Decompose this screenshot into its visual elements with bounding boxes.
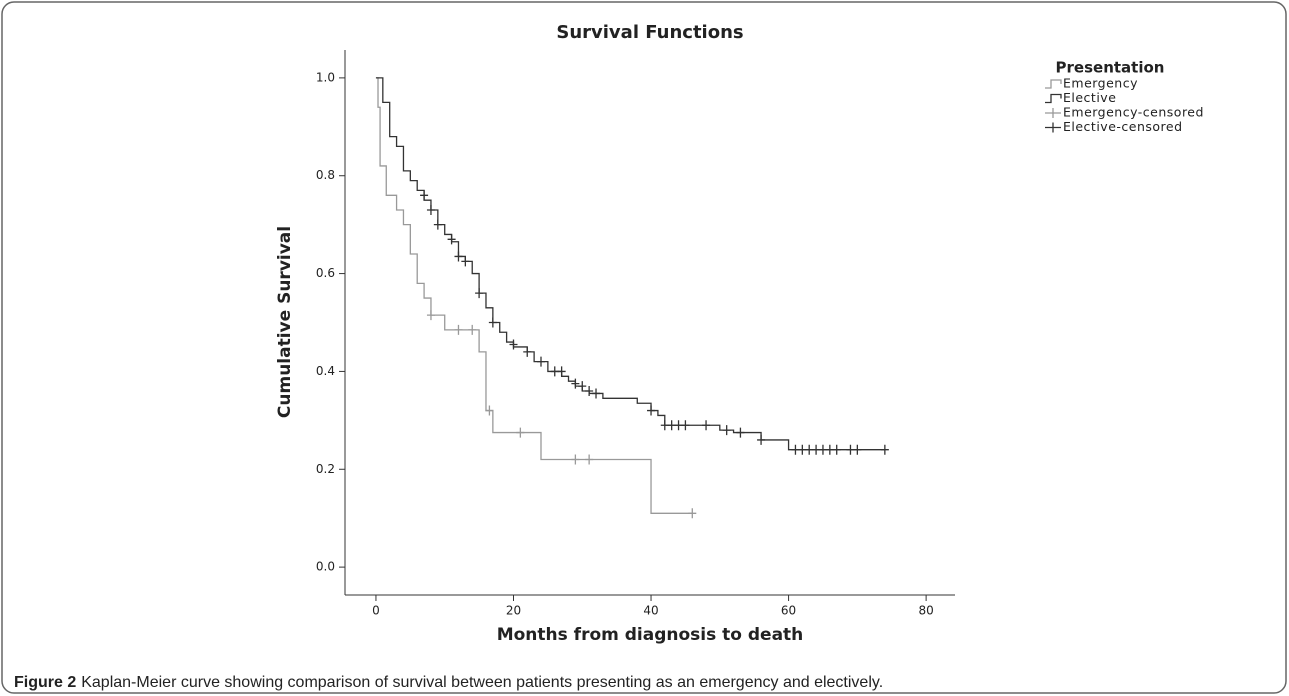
- legend-swatch: [1045, 93, 1062, 104]
- censor-mark: [585, 385, 594, 396]
- y-tick-label: 0.6: [316, 266, 335, 280]
- x-tick-label: 60: [781, 604, 796, 618]
- censor-mark: [426, 310, 435, 321]
- y-tick-label: 0.2: [316, 462, 335, 476]
- censor-mark: [674, 420, 683, 431]
- legend-swatch: [1045, 108, 1061, 118]
- censor-mark: [805, 444, 814, 455]
- censor-mark: [647, 405, 656, 416]
- censor-mark: [585, 454, 594, 465]
- censor-mark: [468, 324, 477, 335]
- censor-mark: [447, 234, 456, 245]
- censor-mark: [880, 444, 889, 455]
- censor-mark: [846, 444, 855, 455]
- censor-mark: [578, 381, 587, 392]
- censor-mark: [488, 317, 497, 328]
- y-tick-label: 1.0: [316, 70, 335, 84]
- y-tick-label: 0.0: [316, 560, 335, 574]
- censor-mark: [722, 425, 731, 436]
- censor-mark: [475, 288, 484, 299]
- x-tick-label: 0: [372, 604, 380, 618]
- censor-mark: [536, 356, 545, 367]
- censor-mark: [550, 366, 559, 377]
- censor-mark: [736, 427, 745, 438]
- censor-mark: [461, 256, 470, 267]
- censor-mark: [571, 454, 580, 465]
- censor-mark: [454, 251, 463, 262]
- chart-title: Survival Functions: [556, 22, 743, 43]
- censor-mark: [571, 378, 580, 389]
- censor-mark: [433, 219, 442, 230]
- censor-mark: [454, 324, 463, 335]
- legend-label: Elective-censored: [1063, 119, 1183, 134]
- censor-mark: [420, 190, 429, 201]
- censor-mark: [557, 366, 566, 377]
- censor-mark: [660, 420, 669, 431]
- censor-mark: [853, 444, 862, 455]
- legend-label: Emergency-censored: [1063, 105, 1204, 120]
- censor-mark: [798, 444, 807, 455]
- censor-mark: [812, 444, 821, 455]
- censor-mark: [702, 420, 711, 431]
- censor-mark: [825, 444, 834, 455]
- censor-mark: [818, 444, 827, 455]
- censor-mark: [791, 444, 800, 455]
- censor-mark: [516, 427, 525, 438]
- censor-mark: [757, 434, 766, 445]
- survival-curve: [375, 77, 885, 451]
- caption-text: Kaplan-Meier curve showing comparison of…: [81, 674, 883, 691]
- x-tick-label: 20: [506, 604, 521, 618]
- caption-label: Figure 2: [14, 674, 76, 691]
- legend-swatch: [1045, 79, 1062, 89]
- x-tick-label: 40: [643, 604, 658, 618]
- y-tick-label: 0.8: [316, 168, 335, 182]
- legend-swatch: [1045, 122, 1061, 133]
- censor-mark: [509, 339, 518, 350]
- caption: Figure 2 Kaplan-Meier curve showing compa…: [14, 674, 883, 691]
- censor-mark: [667, 420, 676, 431]
- y-axis-title: Cumulative Survival: [275, 226, 295, 418]
- censor-mark: [592, 388, 601, 399]
- censor-mark: [485, 405, 494, 416]
- legend-title: Presentation: [1056, 59, 1165, 77]
- censor-mark: [681, 420, 690, 431]
- x-tick-label: 80: [918, 604, 933, 618]
- x-axis-title: Months from diagnosis to death: [497, 625, 804, 645]
- censor-mark: [832, 444, 841, 455]
- censor-mark: [523, 346, 532, 357]
- survival-curve: [375, 77, 693, 514]
- y-tick-label: 0.4: [316, 364, 335, 378]
- censor-mark: [688, 508, 697, 519]
- censor-mark: [426, 204, 435, 215]
- legend-label: Emergency: [1063, 76, 1138, 91]
- legend-label: Elective: [1063, 90, 1116, 105]
